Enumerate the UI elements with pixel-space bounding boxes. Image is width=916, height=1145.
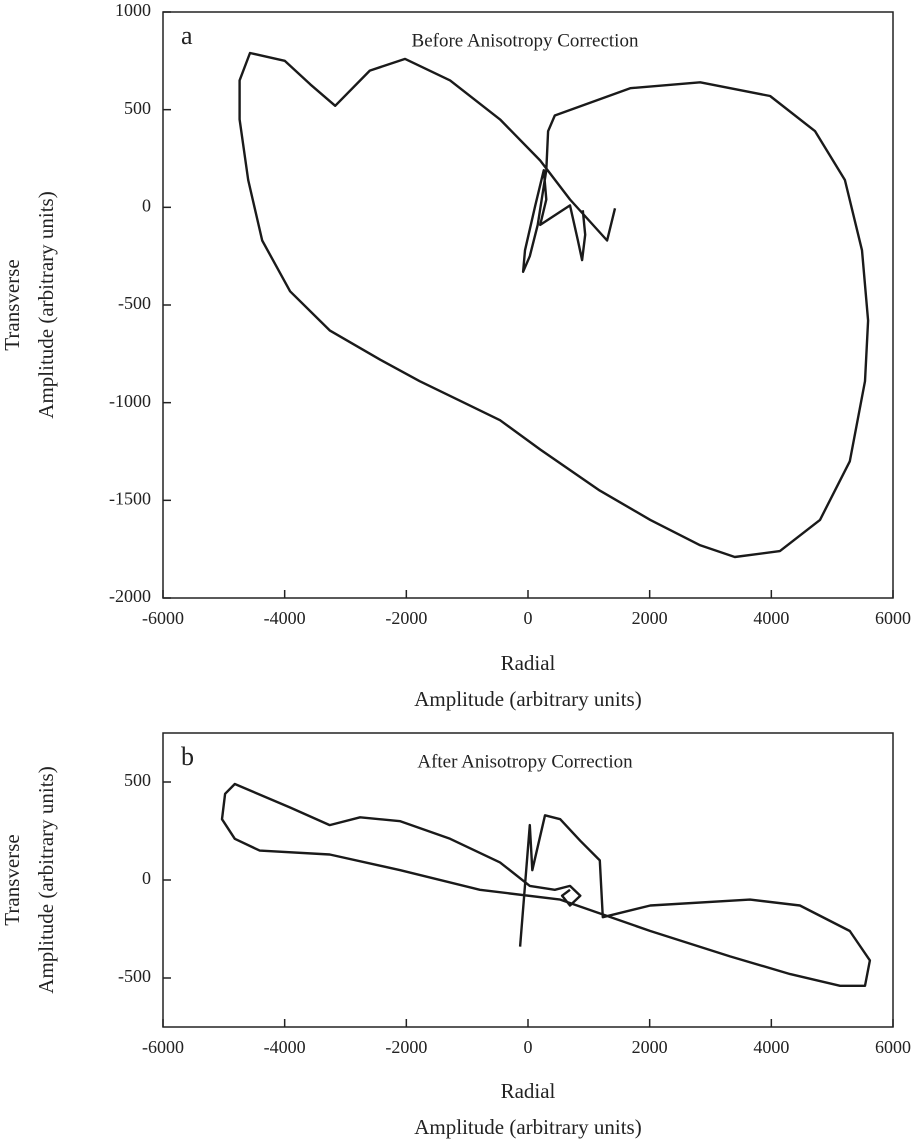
y-tick-label: 1000 [115, 0, 151, 20]
x-tick-label: -2000 [385, 608, 427, 628]
x-tick-label: 0 [524, 608, 533, 628]
y-axis-label: Transverse [0, 834, 24, 925]
y-tick-label: -1500 [109, 488, 151, 508]
x-tick-label: -6000 [142, 1037, 184, 1057]
y-tick-label: 500 [124, 98, 151, 118]
x-axis-label: Amplitude (arbitrary units) [414, 1115, 641, 1139]
y-axis-label: Transverse [0, 259, 24, 350]
panel-label: a [181, 21, 193, 50]
trajectory [238, 51, 870, 559]
x-tick-label: 6000 [875, 1037, 911, 1057]
y-tick-label: 0 [142, 868, 151, 888]
panel-label: b [181, 742, 194, 771]
x-tick-label: 0 [524, 1037, 533, 1057]
x-axis-label: Radial [501, 1079, 556, 1103]
y-tick-label: -2000 [109, 586, 151, 606]
x-tick-label: 2000 [632, 1037, 668, 1057]
x-tick-label: -4000 [264, 1037, 306, 1057]
y-tick-label: 0 [142, 195, 151, 215]
trajectory [220, 782, 872, 987]
x-axis-label: Amplitude (arbitrary units) [414, 687, 641, 711]
chart-title: Before Anisotropy Correction [412, 30, 639, 51]
y-tick-label: -500 [118, 293, 151, 313]
x-tick-label: 4000 [753, 1037, 789, 1057]
x-axis-label: Radial [501, 651, 556, 675]
x-tick-label: -6000 [142, 608, 184, 628]
chart-title: After Anisotropy Correction [417, 751, 633, 772]
x-tick-label: -2000 [385, 1037, 427, 1057]
plot-frame [162, 732, 894, 1028]
plot-frame [162, 11, 894, 599]
y-axis-label: Amplitude (arbitrary units) [34, 191, 58, 418]
x-tick-label: 2000 [632, 608, 668, 628]
y-tick-label: 500 [124, 770, 151, 790]
x-tick-label: -4000 [264, 608, 306, 628]
y-tick-label: -1000 [109, 391, 151, 411]
y-axis-label: Amplitude (arbitrary units) [34, 766, 58, 993]
x-tick-label: 6000 [875, 608, 911, 628]
x-tick-label: 4000 [753, 608, 789, 628]
y-tick-label: -500 [118, 966, 151, 986]
